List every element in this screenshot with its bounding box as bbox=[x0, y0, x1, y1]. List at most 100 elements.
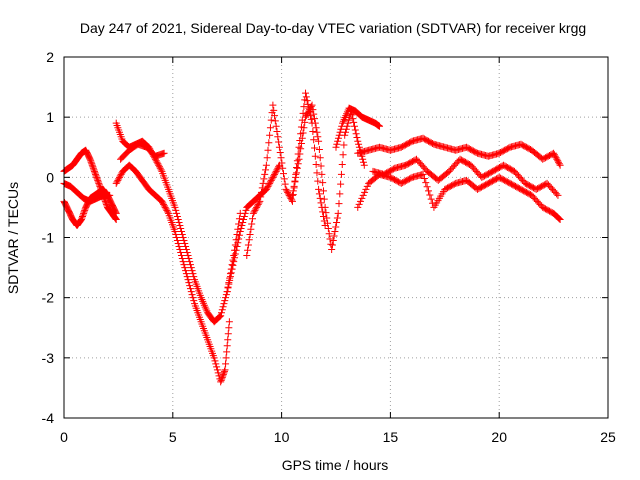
data-point bbox=[323, 214, 331, 222]
data-point bbox=[218, 306, 226, 314]
data-point bbox=[218, 373, 226, 381]
data-point bbox=[224, 284, 232, 292]
data-point bbox=[314, 177, 322, 185]
data-point bbox=[217, 309, 225, 317]
chart-title: Day 247 of 2021, Sidereal Day-to-day VTE… bbox=[80, 20, 586, 36]
data-point bbox=[266, 124, 274, 132]
series-track-i bbox=[288, 101, 368, 254]
data-point bbox=[554, 191, 562, 199]
data-point bbox=[80, 209, 88, 217]
data-point bbox=[189, 270, 197, 278]
data-point bbox=[362, 185, 370, 193]
data-point bbox=[310, 136, 318, 144]
data-point bbox=[355, 200, 363, 208]
data-point bbox=[216, 312, 224, 320]
data-point bbox=[185, 255, 193, 263]
data-point bbox=[277, 154, 285, 162]
data-point bbox=[180, 237, 188, 245]
data-point bbox=[242, 206, 250, 214]
data-point bbox=[350, 122, 358, 130]
data-point bbox=[175, 243, 183, 251]
data-point bbox=[177, 249, 185, 257]
data-point bbox=[256, 197, 264, 205]
data-point bbox=[181, 264, 189, 272]
data-point bbox=[188, 267, 196, 275]
data-point bbox=[226, 273, 234, 281]
data-point bbox=[238, 221, 246, 229]
data-point bbox=[222, 291, 230, 299]
data-point bbox=[180, 261, 188, 269]
data-point bbox=[222, 294, 230, 302]
data-point bbox=[262, 185, 270, 193]
data-point bbox=[184, 252, 192, 260]
data-point bbox=[160, 200, 168, 208]
y-axis-label: SDTVAR / TECUs bbox=[5, 182, 21, 294]
data-point bbox=[359, 155, 367, 163]
data-point bbox=[302, 113, 310, 121]
data-point bbox=[227, 269, 235, 277]
data-point bbox=[173, 234, 181, 241]
y-tick-label: -3 bbox=[42, 350, 55, 366]
data-point bbox=[423, 183, 431, 191]
data-point bbox=[271, 170, 279, 178]
data-point bbox=[336, 190, 344, 198]
data-point bbox=[213, 363, 221, 371]
data-point bbox=[339, 151, 347, 159]
data-point bbox=[334, 134, 342, 142]
data-point bbox=[555, 160, 563, 168]
data-point bbox=[224, 336, 232, 344]
data-point bbox=[222, 354, 230, 362]
data-point bbox=[333, 140, 341, 148]
data-point bbox=[253, 202, 261, 210]
data-point bbox=[354, 137, 362, 145]
data-point bbox=[316, 194, 324, 202]
data-point bbox=[273, 166, 281, 174]
data-point bbox=[79, 211, 87, 219]
data-point bbox=[353, 133, 361, 141]
data-point bbox=[265, 181, 273, 189]
data-point bbox=[330, 232, 338, 240]
data-point bbox=[178, 227, 186, 235]
data-point bbox=[221, 297, 229, 305]
data-point bbox=[93, 173, 101, 181]
data-point bbox=[332, 223, 340, 231]
data-point bbox=[229, 261, 237, 269]
data-point bbox=[233, 243, 241, 251]
data-points bbox=[60, 89, 564, 386]
data-point bbox=[359, 158, 367, 166]
data-point bbox=[354, 203, 362, 211]
series-track-j bbox=[332, 104, 384, 151]
data-point bbox=[188, 291, 196, 299]
data-point bbox=[179, 258, 187, 266]
data-point bbox=[223, 342, 231, 350]
data-point bbox=[219, 370, 227, 378]
data-point bbox=[274, 133, 282, 141]
data-point bbox=[113, 178, 121, 186]
data-point bbox=[236, 227, 244, 235]
data-point bbox=[174, 240, 182, 248]
data-point bbox=[185, 279, 193, 287]
data-point bbox=[179, 234, 187, 241]
data-point bbox=[280, 175, 288, 183]
data-point bbox=[426, 191, 434, 199]
data-point bbox=[266, 131, 274, 139]
data-point bbox=[350, 118, 358, 126]
x-tick-label: 0 bbox=[60, 429, 68, 445]
data-point bbox=[554, 158, 562, 166]
series-track-e bbox=[112, 161, 233, 386]
data-point bbox=[178, 255, 186, 263]
data-point bbox=[275, 143, 283, 151]
data-point bbox=[312, 161, 320, 169]
data-point bbox=[264, 146, 272, 154]
series-track-g bbox=[223, 161, 283, 296]
data-point bbox=[94, 176, 102, 184]
data-point bbox=[358, 194, 366, 202]
data-point bbox=[260, 175, 268, 183]
data-point bbox=[87, 158, 95, 166]
data-point bbox=[282, 185, 290, 193]
data-point bbox=[77, 215, 85, 223]
data-point bbox=[258, 184, 266, 192]
data-point bbox=[552, 154, 560, 162]
data-point bbox=[241, 209, 249, 217]
data-point bbox=[361, 188, 369, 196]
